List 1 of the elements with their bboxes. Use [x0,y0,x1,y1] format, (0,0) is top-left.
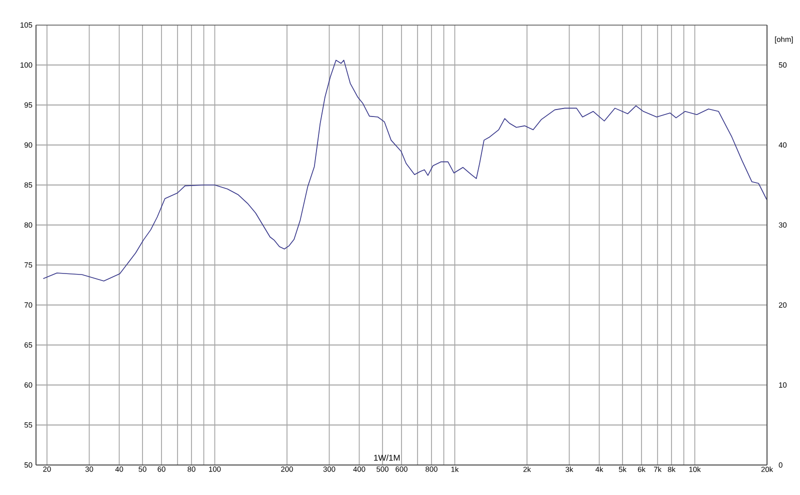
x-axis-title: 1W/1M [374,454,400,461]
